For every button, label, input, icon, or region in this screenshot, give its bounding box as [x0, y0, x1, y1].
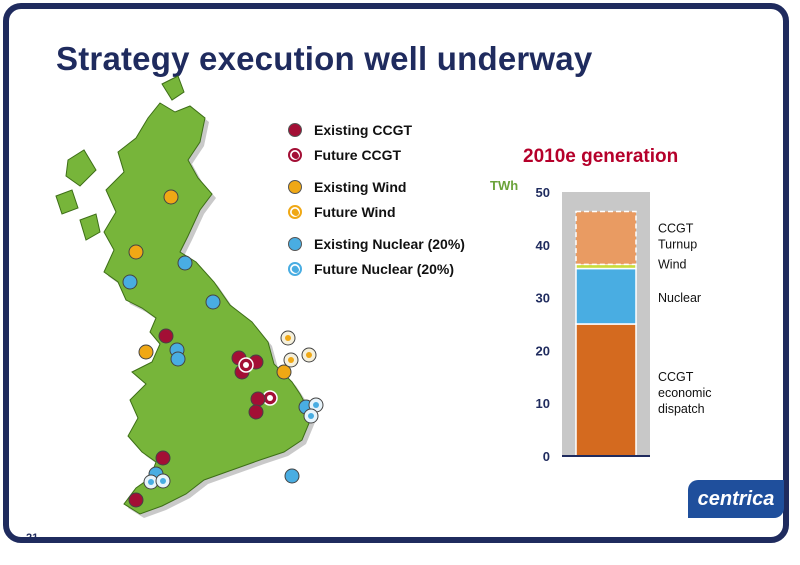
legend-dot-icon [288, 180, 302, 194]
series-label-ccgt-economic-dispatch: CCGT economic dispatch [658, 370, 712, 416]
legend-dot-icon [288, 148, 302, 162]
page-number: 21 [26, 532, 39, 544]
legend-dot-icon [288, 237, 302, 251]
y-tick-label: 40 [536, 238, 550, 253]
map-sites [122, 189, 324, 508]
bar-segment-ccgt-economic-dispatch [575, 323, 637, 457]
legend-dot-icon [288, 262, 302, 276]
chart-title: 2010e generation [523, 146, 679, 167]
y-tick-label: 0 [543, 449, 550, 464]
legend-dot-icon [288, 123, 302, 137]
slide-title: Strategy execution well underway [56, 40, 593, 77]
bar-segment-nuclear [575, 267, 637, 325]
generation-chart: 0 10 20 30 40 50 CCGT Turnup Wind Nuclear CCGT econ… [536, 185, 712, 464]
y-axis-unit: TWh [490, 178, 519, 193]
bar-segment-ccgt-turnup [575, 210, 637, 266]
y-tick-label: 30 [536, 291, 550, 306]
series-label-wind: Wind [658, 258, 687, 272]
y-tick-label: 50 [536, 185, 550, 200]
centrica-logo: centrica [688, 480, 784, 518]
series-label-ccgt-turnup: CCGT Turnup [658, 222, 697, 252]
legend-dot-icon [288, 205, 302, 219]
map-land [55, 75, 313, 515]
y-tick-label: 10 [536, 396, 550, 411]
series-label-nuclear: Nuclear [658, 291, 701, 305]
y-tick-label: 20 [536, 343, 550, 358]
